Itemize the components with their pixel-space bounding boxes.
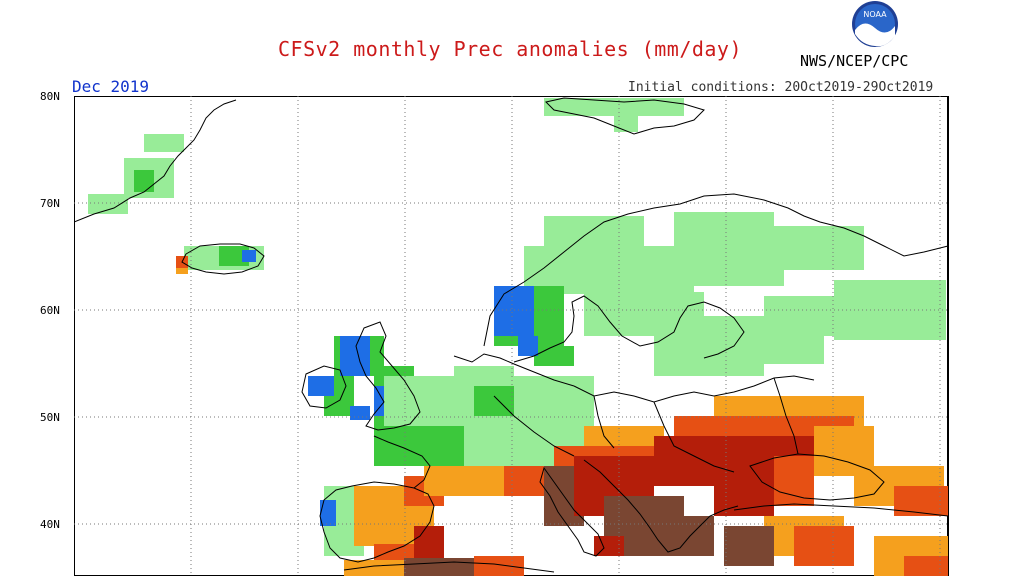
wet-area: [88, 194, 128, 214]
dry-area: [404, 558, 484, 576]
lat-label-50n: 50N: [40, 411, 60, 424]
wet-area: [134, 170, 154, 192]
dry-area: [654, 516, 714, 556]
dry-area: [774, 456, 814, 506]
wet-area: [518, 336, 538, 356]
dry-area: [474, 556, 524, 576]
noaa-logo: NOAA: [852, 1, 898, 47]
wet-area: [219, 246, 249, 266]
wet-area: [764, 296, 844, 336]
wet-area: [494, 286, 534, 336]
dry-area: [724, 526, 774, 566]
forecast-month: Dec 2019: [72, 77, 150, 96]
wet-area: [474, 386, 514, 416]
wet-area: [340, 336, 370, 376]
dry-area: [176, 268, 188, 274]
wet-area: [242, 250, 256, 262]
wet-area: [614, 114, 638, 132]
lat-label-70n: 70N: [40, 197, 60, 210]
anomaly-map: [74, 96, 949, 576]
wet-area: [454, 366, 514, 386]
wet-area: [654, 336, 764, 376]
lat-label-40n: 40N: [40, 518, 60, 531]
lat-label-60n: 60N: [40, 304, 60, 317]
anomaly-shading: [88, 98, 948, 576]
graticule: [74, 96, 948, 576]
lat-label-80n: 80N: [40, 90, 60, 103]
wet-area: [374, 426, 464, 466]
wet-area: [774, 226, 864, 270]
dry-area: [904, 556, 948, 576]
agency-label: NWS/NCEP/CPC: [800, 52, 909, 70]
wet-area: [694, 246, 784, 286]
svg-text:NOAA: NOAA: [863, 10, 887, 19]
wet-area: [534, 346, 574, 366]
wet-area: [144, 134, 184, 152]
wet-area: [320, 500, 336, 526]
wet-area: [544, 98, 684, 116]
dry-area: [794, 526, 854, 566]
map-title: CFSv2 monthly Prec anomalies (mm/day): [278, 37, 743, 61]
initial-conditions: Initial conditions: 20Oct2019-29Oct2019: [628, 80, 934, 95]
wet-area: [350, 406, 370, 420]
dry-area: [714, 466, 774, 516]
wet-area: [674, 212, 774, 252]
coastlines: [74, 97, 949, 573]
wet-area: [308, 376, 334, 396]
wet-area: [544, 216, 644, 250]
